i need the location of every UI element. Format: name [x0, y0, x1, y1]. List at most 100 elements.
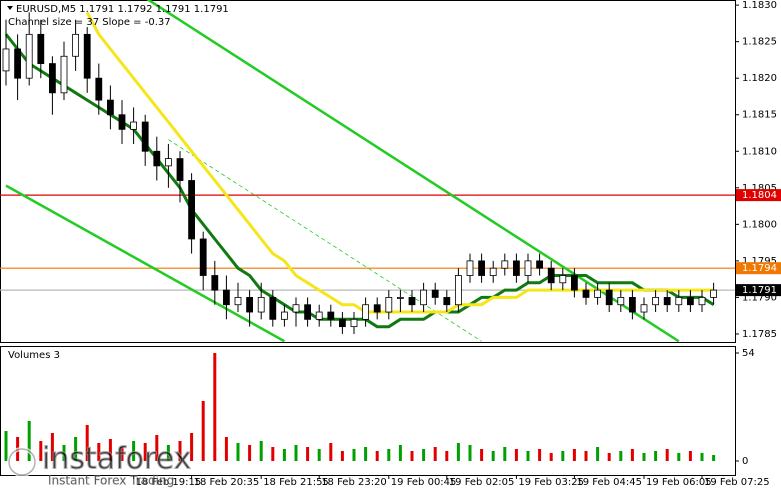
level-box [736, 262, 781, 275]
volume-bar [74, 437, 78, 461]
volume-bar [607, 453, 611, 461]
volume-bar [97, 443, 101, 461]
level-label: 1.1791 [742, 285, 777, 296]
candle-body [188, 180, 196, 240]
volume-title: Volumes 3 [8, 350, 60, 361]
volume-bar [526, 451, 530, 461]
volume-bar [340, 451, 344, 461]
y-tick-label: 1.1830 [742, 0, 777, 11]
candle-body [710, 289, 717, 298]
candle-body [269, 297, 277, 320]
volume-bar [712, 455, 716, 461]
y-tick-label: 1.1825 [742, 37, 777, 48]
y-tick-label: 1.1795 [742, 256, 777, 267]
volume-bar [190, 433, 194, 461]
volume-bar [456, 443, 460, 461]
candle-body [489, 267, 497, 276]
candle-body [675, 297, 683, 306]
volume-bar [688, 451, 692, 461]
candle-body [594, 289, 601, 298]
volume-bar [329, 443, 333, 461]
y-tick-label: 54 [742, 348, 755, 359]
candle-body [385, 297, 393, 313]
candle-body [547, 267, 555, 284]
volume-bar [561, 451, 565, 461]
volume-bar [4, 431, 8, 461]
candle-body [663, 297, 671, 306]
volume-bar [248, 445, 252, 461]
trend-line [5, 184, 286, 342]
volume-bar [665, 449, 669, 461]
labels: EURUSD,M5 1.1791 1.1792 1.1791 1.1791 Ch… [7, 0, 781, 488]
candle-body [559, 275, 567, 284]
volume-bar [364, 447, 368, 461]
x-tick-label: 18 Feb 20:35 [194, 477, 260, 488]
logo-ring [8, 448, 36, 476]
indicator-label: Channel size = 37 Slope = -0.37 [8, 17, 171, 28]
candle-body [130, 121, 138, 130]
candle-body [83, 33, 91, 79]
candle-body [524, 260, 532, 276]
candle-body [629, 297, 636, 313]
candle-body [292, 304, 300, 313]
volume-bar [178, 441, 182, 461]
menu-arrow [7, 6, 13, 10]
candle-body [454, 275, 462, 306]
volume-bar [375, 451, 379, 461]
candle-body [14, 48, 22, 79]
volume-bar [514, 449, 518, 461]
volume-bar [306, 447, 310, 461]
candle-body [687, 297, 694, 306]
volume-bar [387, 449, 391, 461]
x-tick-label: 19 Feb 03:25 [518, 477, 584, 488]
volume-bar [410, 451, 414, 461]
watermark: instaforex Instant Forex Trading [7, 441, 192, 488]
volume-bar [85, 425, 89, 461]
candle-body [640, 304, 648, 313]
trend-line [146, 0, 680, 342]
watermark-brand: instaforex [42, 442, 191, 477]
watermark-tagline: Instant Forex Trading [48, 474, 174, 488]
y-tick-label: 1.1785 [742, 329, 777, 340]
volume-bar [619, 451, 623, 461]
candle-body [25, 33, 33, 79]
volume-bar [271, 447, 275, 461]
chart-title: EURUSD,M5 1.1791 1.1792 1.1791 1.1791 [16, 4, 229, 15]
candle-body [95, 77, 103, 101]
volume-bar [201, 401, 205, 461]
y-tick-label: 1.1810 [742, 146, 777, 157]
level-box [736, 189, 781, 202]
candle-body [176, 158, 184, 181]
candle-body [408, 297, 416, 306]
trend-line [168, 139, 482, 342]
candle-body [466, 260, 474, 276]
volume-bar [572, 449, 576, 461]
candle-body [362, 304, 370, 320]
candle-body [234, 297, 242, 306]
volume-bar [143, 443, 147, 461]
volume-bar [422, 449, 426, 461]
volume-bar [166, 445, 170, 461]
volume-bar [108, 439, 112, 461]
y-tick-label: 1.1815 [742, 110, 777, 121]
volume-bar [468, 445, 472, 461]
candle-body [571, 275, 578, 291]
volume-bar [433, 447, 437, 461]
volume-bar [630, 449, 634, 461]
candle-body [443, 297, 451, 306]
candle-body [431, 289, 439, 298]
level-label: 1.1794 [742, 263, 777, 274]
volume-bar [62, 445, 66, 461]
volume-plot [4, 353, 716, 461]
volume-bar [294, 445, 298, 461]
level-label: 1.1804 [742, 190, 777, 201]
volume-bar [27, 421, 31, 461]
volume-bar [642, 453, 646, 461]
y-tick-label: 1.1800 [742, 219, 777, 230]
candle-body [396, 297, 404, 299]
candle-body [72, 33, 79, 57]
candle-body [652, 297, 659, 306]
volume-bar [155, 435, 159, 461]
